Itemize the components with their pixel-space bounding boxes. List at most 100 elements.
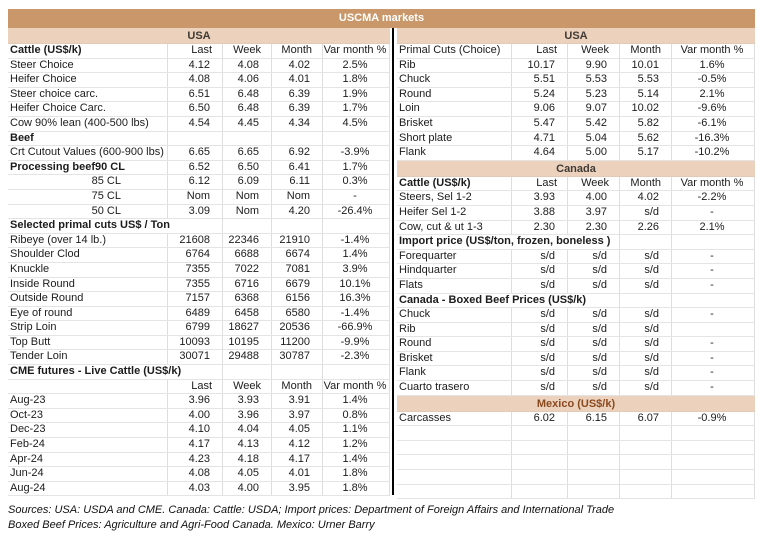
row-label: Cow 90% lean (400-500 lbs) <box>10 116 149 129</box>
value-cell: 11200 <box>272 335 323 350</box>
report-body: USA Cattle (US$/k) Last Week Month Var month … <box>8 28 755 500</box>
row-label-cell: Ribeye (over 14 lb.) <box>8 233 168 248</box>
table-row: Short plate 4.71 5.04 5.62 -16.3% <box>397 131 755 147</box>
row-label: Steers, Sel 1-2 <box>399 191 472 204</box>
value-cell: s/d <box>512 264 568 278</box>
row-label-cell: Round <box>397 87 512 102</box>
row-label-cell: Jun-24 <box>8 467 168 481</box>
value-cell: 30071 <box>168 350 223 365</box>
value-cell: s/d <box>620 205 672 220</box>
table-row: Cow, cut & ut 1-3 2.30 2.30 2.26 2.1% <box>397 220 755 236</box>
value-cell: 4.71 <box>512 131 568 146</box>
value-cell: 6368 <box>223 292 272 306</box>
value-cell: 6.11 <box>272 175 323 189</box>
table-row: Apr-24 4.23 4.18 4.17 1.4% <box>8 452 390 468</box>
table-row: Crt Cutout Values (600-900 lbs) 6.65 6.65 6… <box>8 146 390 161</box>
value-cell <box>168 131 223 146</box>
value-cell <box>568 426 620 440</box>
table-row: Chuck 5.51 5.53 5.53 -0.5% <box>397 73 755 88</box>
table-row: Shoulder Clod 6764 6688 6674 1.4% <box>8 248 390 263</box>
row-label: Primal Cuts (Choice) <box>399 44 501 56</box>
table-row: Cuarto trasero s/d s/d s/d - <box>397 381 755 396</box>
var-month-cell: -26.4% <box>323 204 390 219</box>
var-month-cell: 1.6% <box>672 58 755 73</box>
var-month-cell <box>672 470 755 484</box>
value-cell: s/d <box>568 322 620 337</box>
var-month-cell <box>672 235 755 249</box>
value-cell: 6.51 <box>168 87 223 102</box>
row-label-cell: Round <box>397 337 512 351</box>
value-cell <box>568 455 620 470</box>
value-cell: 4.12 <box>168 58 223 73</box>
value-cell: Nom <box>223 189 272 204</box>
row-label: Short plate <box>399 131 453 144</box>
row-label: Cattle (US$/k) <box>10 44 82 56</box>
row-label-cell: Carcasses <box>397 411 512 426</box>
row-label-cell: Dec-23 <box>8 423 168 438</box>
table-row: Top Butt 10093 10195 11200 -9.9% <box>8 335 390 351</box>
table-row: Loin 9.06 9.07 10.02 -9.6% <box>397 102 755 117</box>
row-label: Flank <box>399 366 426 379</box>
value-cell <box>223 219 272 233</box>
value-cell: 10.01 <box>620 58 672 73</box>
row-label: Eye of round <box>10 306 73 319</box>
table-row: Aug-24 4.03 4.00 3.95 1.8% <box>8 481 390 497</box>
value-cell: 2.30 <box>568 220 620 235</box>
table-row: Eye of round 6489 6458 6580 -1.4% <box>8 306 390 322</box>
row-label-cell <box>397 484 512 499</box>
row-sublabel: 75 CL <box>91 189 121 202</box>
value-cell: 6.15 <box>568 411 620 426</box>
value-cell: 3.97 <box>568 205 620 220</box>
value-cell: 5.04 <box>568 131 620 146</box>
value-cell: 4.20 <box>272 204 323 219</box>
var-month-cell: 1.8% <box>323 73 390 87</box>
table-divider <box>390 28 397 499</box>
table-row: Cow 90% lean (400-500 lbs) 4.54 4.45 4.34 4.… <box>8 116 390 132</box>
value-cell: 6.39 <box>272 102 323 116</box>
table-row: 50 CL 3.09 Nom 4.20 -26.4% <box>8 204 390 220</box>
table-row: Inside Round 7355 6716 6679 10.1% <box>8 277 390 293</box>
value-cell: 3.93 <box>223 394 272 408</box>
table-row: Chuck s/d s/d s/d - <box>397 308 755 323</box>
value-cell: 29488 <box>223 350 272 365</box>
var-month-cell: 1.2% <box>323 438 390 452</box>
row-label-cell: Feb-24 <box>8 438 168 452</box>
row-label-cell: Eye of round <box>8 306 168 321</box>
var-month-cell <box>672 455 755 470</box>
var-month-cell: - <box>672 351 755 366</box>
value-cell: s/d <box>512 366 568 381</box>
value-cell: 2.30 <box>512 220 568 235</box>
value-cell: Last <box>168 379 223 394</box>
value-cell <box>223 365 272 379</box>
value-cell: s/d <box>620 278 672 293</box>
var-month-cell: Var month % <box>323 44 390 58</box>
section-band: USA <box>8 28 390 44</box>
value-cell: 4.34 <box>272 116 323 131</box>
value-cell: Week <box>223 379 272 394</box>
value-cell: 20536 <box>272 321 323 335</box>
var-month-cell: - <box>672 308 755 322</box>
row-label-cell: Canada - Boxed Beef Prices (US$/k) <box>397 293 591 308</box>
value-cell <box>512 470 568 484</box>
row-label: Aug-24 <box>10 481 46 494</box>
table-row: Tender Loin 30071 29488 30787 -2.3% <box>8 350 390 366</box>
value-cell: 6.52 <box>168 160 223 175</box>
var-month-cell: 4.5% <box>323 116 390 131</box>
value-cell: 4.01 <box>272 467 323 481</box>
row-label-cell: Apr-24 <box>8 452 168 467</box>
table-row: Selected primal cuts US$ / Ton <box>8 219 390 234</box>
value-cell: 6580 <box>272 306 323 321</box>
value-cell: 6.50 <box>168 102 223 116</box>
table-row: Jun-24 4.08 4.05 4.01 1.8% <box>8 467 390 482</box>
value-cell: 6688 <box>223 248 272 262</box>
value-cell: s/d <box>568 278 620 293</box>
var-month-cell: 1.8% <box>323 467 390 481</box>
section-band: USA <box>397 28 755 44</box>
row-sublabel: 90 CL <box>94 160 125 173</box>
var-month-cell: - <box>672 278 755 293</box>
table-row: Heifer Choice 4.08 4.06 4.01 1.8% <box>8 73 390 88</box>
table-row: Round s/d s/d s/d - <box>397 337 755 352</box>
var-month-cell: Var month % <box>323 379 390 394</box>
value-cell: Nom <box>168 189 223 204</box>
value-cell: s/d <box>568 381 620 395</box>
